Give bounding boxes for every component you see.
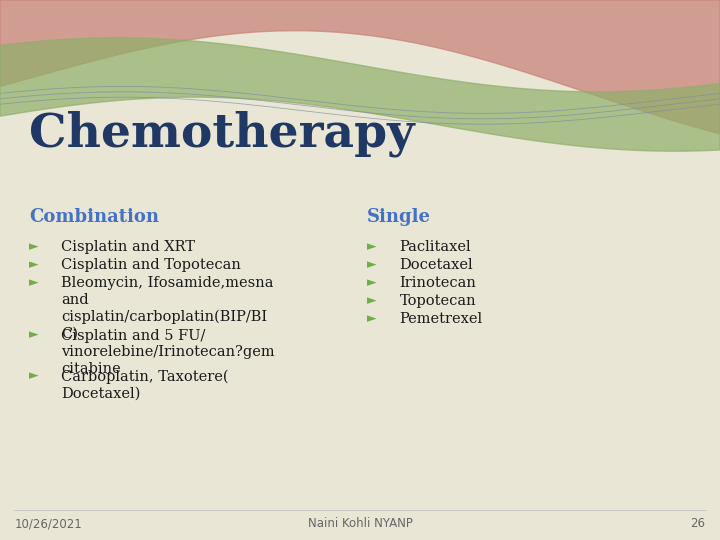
Text: ►: ► bbox=[367, 240, 377, 253]
Text: ►: ► bbox=[29, 276, 38, 289]
Text: Topotecan: Topotecan bbox=[400, 294, 476, 308]
Text: ►: ► bbox=[29, 258, 38, 271]
Text: ►: ► bbox=[29, 240, 38, 253]
Text: Cisplatin and Topotecan: Cisplatin and Topotecan bbox=[61, 258, 241, 272]
Text: Chemotherapy: Chemotherapy bbox=[29, 111, 414, 157]
Text: Docetaxel: Docetaxel bbox=[400, 258, 473, 272]
Text: ►: ► bbox=[29, 328, 38, 342]
Text: Carboplatin, Taxotere(
Docetaxel): Carboplatin, Taxotere( Docetaxel) bbox=[61, 369, 229, 401]
Text: ►: ► bbox=[29, 369, 38, 382]
Text: Cisplatin and XRT: Cisplatin and XRT bbox=[61, 240, 195, 254]
Text: ►: ► bbox=[367, 276, 377, 289]
Text: Naini Kohli NYANP: Naini Kohli NYANP bbox=[307, 517, 413, 530]
Text: Bleomycin, Ifosamide,mesna
and
cisplatin/carboplatin(BIP/BI
C): Bleomycin, Ifosamide,mesna and cisplatin… bbox=[61, 276, 274, 341]
Text: Irinotecan: Irinotecan bbox=[400, 276, 477, 290]
Text: 26: 26 bbox=[690, 517, 706, 530]
Text: Pemetrexel: Pemetrexel bbox=[400, 312, 482, 326]
Text: Cisplatin and 5 FU/
vinorelebine/Irinotecan?gem
citabine: Cisplatin and 5 FU/ vinorelebine/Irinote… bbox=[61, 328, 275, 376]
Text: ►: ► bbox=[367, 312, 377, 325]
Text: Single: Single bbox=[367, 208, 431, 226]
Text: 10/26/2021: 10/26/2021 bbox=[14, 517, 82, 530]
Text: ►: ► bbox=[367, 258, 377, 271]
Text: Paclitaxel: Paclitaxel bbox=[400, 240, 471, 254]
Text: ►: ► bbox=[367, 294, 377, 307]
Text: Combination: Combination bbox=[29, 208, 159, 226]
